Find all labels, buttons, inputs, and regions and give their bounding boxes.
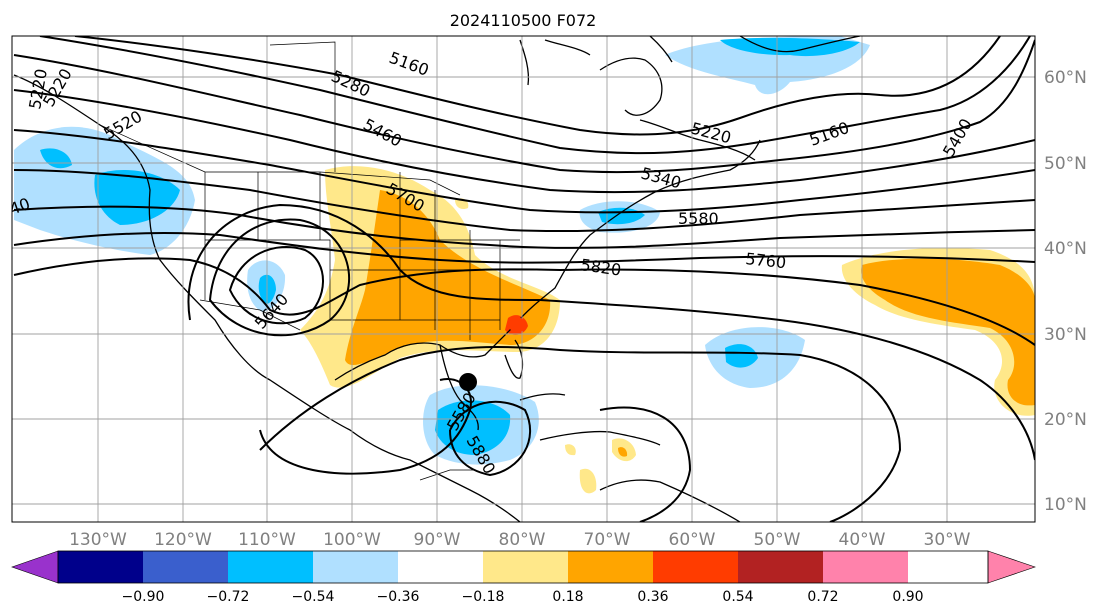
colorbar-arrow-right	[987, 550, 1036, 584]
colorbar-tick-label: 0.36	[637, 589, 668, 605]
high-value-marker	[509, 317, 525, 333]
longitude-axis: 130°W 120°W 110°W 100°W 90°W 80°W 70°W 6…	[69, 530, 971, 550]
height-contours	[13, 36, 1035, 522]
lon-tick-label: 120°W	[154, 530, 212, 550]
colorbar-segment	[823, 551, 908, 583]
lat-tick-label: 10°N	[1044, 495, 1087, 515]
lon-tick-label: 30°W	[924, 530, 971, 550]
contour-label: 5520	[101, 107, 146, 144]
latitude-axis: 60°N 50°N 40°N 30°N 20°N 10°N	[1044, 68, 1087, 515]
map-area: 5160 5280 5460 5520 5220 5700 5340 5580 …	[7, 36, 1035, 522]
colorbar-tick-label: 0.18	[552, 589, 583, 605]
shade-caribbean-yellow-3	[565, 444, 576, 456]
low-center-marker	[459, 373, 477, 391]
lon-tick-label: 90°W	[414, 530, 461, 550]
colorbar-tick-label: −0.36	[377, 589, 420, 605]
lat-tick-label: 50°N	[1044, 154, 1087, 174]
colorbar: −0.90 −0.72 −0.54 −0.36 −0.18 0.18 0.36 …	[11, 550, 1036, 605]
shade-atlantic-blue	[725, 344, 758, 368]
colorbar-tick-label: 0.90	[892, 589, 923, 605]
map-frame	[11, 35, 1036, 523]
contour-label: 5580	[678, 209, 719, 228]
colorbar-segment	[568, 551, 653, 583]
colorbar-tick-label: −0.90	[122, 589, 165, 605]
colorbar-tick-label: 0.72	[807, 589, 838, 605]
colorbar-segment	[313, 551, 398, 583]
colorbar-tick-label: −0.54	[292, 589, 335, 605]
lon-tick-label: 40°W	[839, 530, 886, 550]
colorbar-tick-label: −0.18	[462, 589, 505, 605]
colorbar-arrow-left	[11, 550, 59, 584]
colorbar-segment	[58, 551, 143, 583]
colorbar-segment	[143, 551, 228, 583]
lon-tick-label: 130°W	[69, 530, 127, 550]
colorbar-segment	[738, 551, 823, 583]
lat-tick-label: 30°N	[1044, 325, 1087, 345]
shade-caribbean-yellow-2	[579, 468, 597, 494]
lon-tick-label: 110°W	[238, 530, 296, 550]
lon-tick-label: 50°W	[754, 530, 801, 550]
colorbar-tick-label: −0.72	[207, 589, 250, 605]
colorbar-tick-label: 0.54	[722, 589, 753, 605]
lon-tick-label: 70°W	[584, 530, 631, 550]
colorbar-segment	[653, 551, 738, 583]
colorbar-segment	[483, 551, 568, 583]
colorbar-segment	[228, 551, 313, 583]
contour-label: 5160	[387, 48, 432, 80]
lat-tick-label: 60°N	[1044, 68, 1087, 88]
lon-tick-label: 100°W	[323, 530, 381, 550]
lat-tick-label: 20°N	[1044, 410, 1087, 430]
contour-label: 5460	[360, 115, 405, 151]
shade-canada-blue	[720, 37, 860, 57]
shade-gulf-blue	[435, 400, 511, 455]
colorbar-segment	[398, 551, 483, 583]
contour-label: 40	[7, 194, 33, 219]
shade-pacific-blue	[94, 170, 180, 225]
colorbar-frame	[57, 550, 989, 584]
contour-label: 5820	[579, 255, 622, 279]
lon-tick-label: 80°W	[499, 530, 546, 550]
shade-caribbean-orange-1	[618, 447, 628, 457]
lat-tick-label: 40°N	[1044, 239, 1087, 259]
shade-eastatl-orange	[861, 258, 1035, 406]
shading-layer	[14, 36, 1035, 494]
shade-central-orange	[345, 190, 551, 366]
contour-label: 5340	[639, 164, 683, 193]
contour-label: 5160	[807, 118, 852, 150]
contour-label: 5760	[745, 249, 787, 272]
lon-tick-label: 60°W	[669, 530, 716, 550]
borders	[99, 41, 555, 481]
figure-title: 2024110500 F072	[450, 11, 597, 30]
